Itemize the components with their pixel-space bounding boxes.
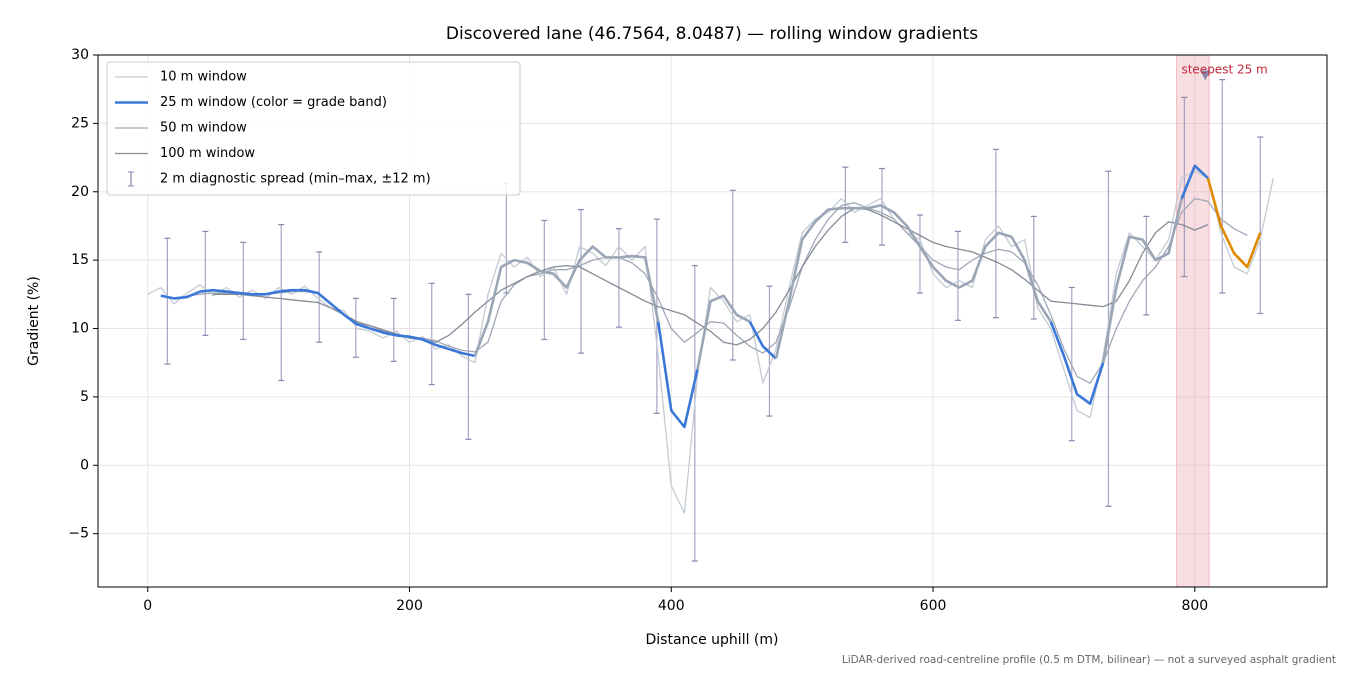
y-tick-label: 25	[71, 115, 89, 131]
y-axis-label: Gradient (%)	[26, 276, 42, 366]
line	[1206, 177, 1262, 269]
legend-label: 25 m window (color = grade band)	[160, 95, 387, 110]
line	[186, 197, 1248, 384]
y-tick-label: 30	[71, 47, 89, 63]
y-tick-label: 5	[80, 389, 89, 405]
y-tick-label: 20	[71, 184, 89, 200]
line	[369, 327, 476, 358]
line	[1049, 321, 1105, 405]
legend-label: 100 m window	[160, 146, 255, 161]
legend-box	[106, 61, 521, 196]
x-tick-label: 400	[658, 598, 685, 614]
y-tick-label: 15	[71, 252, 89, 268]
x-tick-label: 0	[143, 598, 152, 614]
y-tick-label: 10	[71, 321, 89, 337]
y-tick-label: 0	[80, 457, 89, 473]
x-tick-label: 200	[396, 598, 423, 614]
highlight-span	[1175, 54, 1210, 588]
annotation: steepest 25 m	[1181, 63, 1267, 77]
x-tick-label: 800	[1181, 598, 1208, 614]
line	[774, 204, 1052, 359]
line	[160, 288, 371, 330]
x-axis-label: Distance uphill (m)	[646, 632, 779, 648]
line	[656, 321, 699, 429]
line	[748, 321, 777, 360]
steepest-marker	[1200, 70, 1211, 81]
x-tick-label: 600	[920, 598, 947, 614]
legend-label: 50 m window	[160, 121, 247, 136]
plot-frame	[97, 54, 1328, 588]
chart-title: Discovered lane (46.7564, 8.0487) — roll…	[446, 24, 978, 44]
line	[213, 207, 1209, 346]
legend-label: 10 m window	[160, 70, 247, 85]
line	[473, 245, 660, 357]
line	[696, 294, 751, 370]
line	[1101, 198, 1183, 363]
y-tick-label: −5	[68, 526, 89, 542]
legend-label: 2 m diagnostic spread (min–max, ±12 m)	[160, 172, 431, 187]
footnote: LiDAR-derived road-centreline profile (0…	[842, 654, 1336, 666]
line	[1180, 164, 1209, 200]
